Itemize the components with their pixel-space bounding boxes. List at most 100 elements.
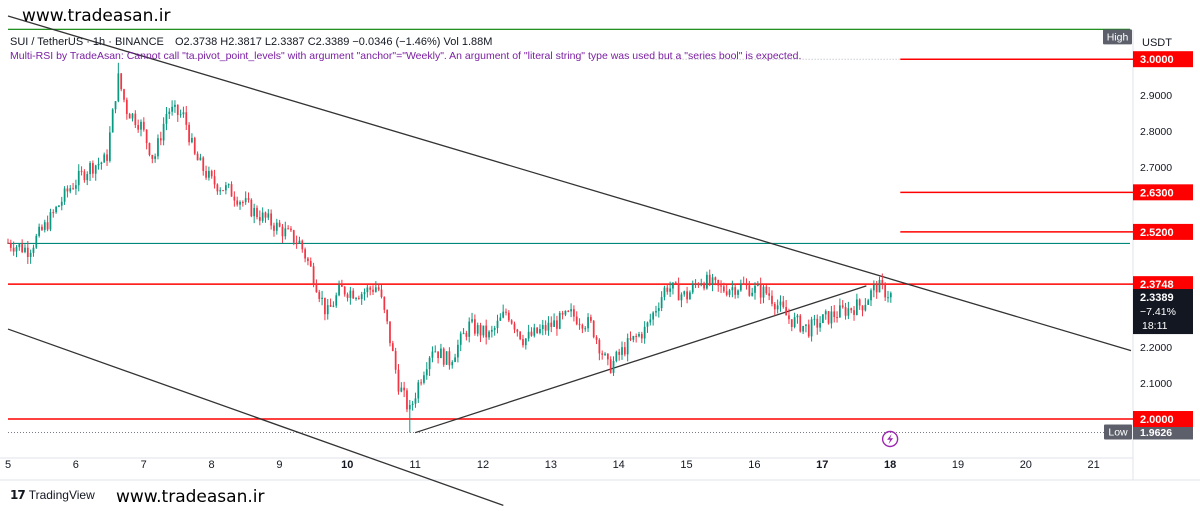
currency-label[interactable]: USDT bbox=[1142, 37, 1172, 49]
candle-body bbox=[479, 325, 482, 336]
candle-body bbox=[649, 319, 652, 323]
candle-body bbox=[476, 325, 479, 334]
symbol-legend[interactable]: SUI / TetherUS · 1h · BINANCE bbox=[10, 36, 164, 48]
x-tick-label: 12 bbox=[477, 459, 489, 471]
candle-body bbox=[142, 121, 145, 130]
candle-body bbox=[618, 351, 621, 355]
candle-body bbox=[89, 163, 91, 175]
candle-body bbox=[258, 217, 261, 221]
candle-body bbox=[338, 284, 340, 296]
candle-body bbox=[159, 138, 162, 141]
candle-body bbox=[389, 321, 391, 344]
candle-body bbox=[615, 351, 618, 361]
candle-body bbox=[519, 331, 522, 340]
level-price-box bbox=[1133, 411, 1193, 428]
x-tick-label: 7 bbox=[141, 459, 147, 471]
level-price-box bbox=[1133, 184, 1193, 201]
bolt-icon-ring bbox=[881, 430, 899, 448]
candle-body bbox=[672, 282, 674, 289]
candle-body bbox=[457, 344, 459, 358]
candle-body bbox=[298, 240, 301, 243]
candle-body bbox=[80, 170, 83, 172]
candle-body bbox=[60, 201, 63, 206]
candle-body bbox=[108, 132, 111, 161]
candle-body bbox=[516, 329, 519, 332]
candle-body bbox=[722, 286, 725, 292]
candle-body bbox=[541, 325, 544, 330]
horizontal-levels: High Low 1.9626 3.0000 2.6300 2.5200 2.3748 2.0… bbox=[8, 28, 1193, 440]
candle-body bbox=[638, 333, 640, 337]
time-axis: 5 6 7 8 9 10 11 12 13 14 15 16 17 18 19 20 21 bbox=[5, 459, 1100, 471]
candle-body bbox=[887, 297, 889, 299]
candle-body bbox=[92, 163, 94, 174]
candle-body bbox=[275, 222, 278, 231]
candle-body bbox=[335, 295, 338, 306]
candle-body bbox=[256, 207, 258, 218]
candle-body bbox=[875, 284, 878, 293]
candle-body bbox=[720, 285, 722, 287]
candle-body bbox=[850, 308, 853, 311]
candle-body bbox=[788, 315, 790, 320]
candle-body bbox=[21, 244, 24, 252]
candle-body bbox=[208, 170, 210, 178]
candle-body bbox=[706, 274, 708, 289]
candle-body bbox=[128, 114, 131, 119]
candle-body bbox=[41, 226, 43, 230]
watermark-top: www.tradeasan.ir bbox=[22, 6, 171, 26]
candle-body bbox=[680, 294, 683, 301]
x-tick-label: 18 bbox=[884, 459, 896, 471]
candle-body bbox=[657, 308, 660, 311]
last-price-value: 2.3389 bbox=[1140, 292, 1174, 304]
candle-body bbox=[878, 280, 881, 293]
trend-lines bbox=[7, 15, 1132, 506]
candle-body bbox=[205, 170, 207, 178]
candle-body bbox=[120, 73, 123, 90]
candle-body bbox=[872, 284, 875, 291]
candle-body bbox=[290, 228, 292, 231]
candle-body bbox=[626, 338, 629, 355]
low-marker-box bbox=[1104, 424, 1132, 440]
bolt-icon[interactable] bbox=[881, 430, 899, 448]
candle-body bbox=[442, 348, 445, 365]
candle-body bbox=[646, 322, 649, 327]
candle-body bbox=[397, 369, 400, 392]
candle-body bbox=[655, 310, 657, 313]
candle-body bbox=[694, 283, 697, 285]
candle-body bbox=[819, 322, 821, 328]
candle-body bbox=[216, 184, 219, 192]
candle-body bbox=[496, 320, 499, 328]
candle-body bbox=[799, 315, 802, 332]
candle-body bbox=[830, 311, 833, 324]
candle-body bbox=[304, 249, 306, 259]
trend-line-rising-trend bbox=[414, 285, 867, 434]
level-price-label: 3.0000 bbox=[1140, 54, 1174, 66]
level-price-label: 2.3748 bbox=[1140, 279, 1174, 291]
candle-body bbox=[445, 351, 448, 365]
candle-body bbox=[315, 283, 318, 293]
candle-body bbox=[771, 295, 773, 304]
low-marker-label: Low bbox=[1108, 426, 1128, 438]
candle-body bbox=[609, 359, 612, 373]
candle-body bbox=[598, 339, 601, 354]
candle-body bbox=[83, 171, 86, 181]
candle-body bbox=[768, 293, 771, 296]
candle-body bbox=[573, 309, 575, 317]
tradingview-logo[interactable]: 17 TradingView bbox=[10, 488, 95, 502]
candle-body bbox=[420, 382, 422, 384]
level-price-label: 2.6300 bbox=[1140, 187, 1174, 199]
candle-body bbox=[836, 317, 838, 319]
candle-body bbox=[570, 309, 572, 312]
candle-body bbox=[219, 190, 222, 192]
candle-body bbox=[539, 329, 541, 334]
candle-body bbox=[499, 317, 502, 321]
candle-body bbox=[881, 280, 884, 284]
candle-body bbox=[69, 188, 72, 192]
candle-body bbox=[29, 252, 32, 257]
candle-body bbox=[454, 357, 456, 362]
candle-body bbox=[414, 398, 417, 404]
candle-body bbox=[884, 283, 887, 298]
candle-body bbox=[43, 222, 46, 230]
candle-body bbox=[86, 174, 89, 181]
